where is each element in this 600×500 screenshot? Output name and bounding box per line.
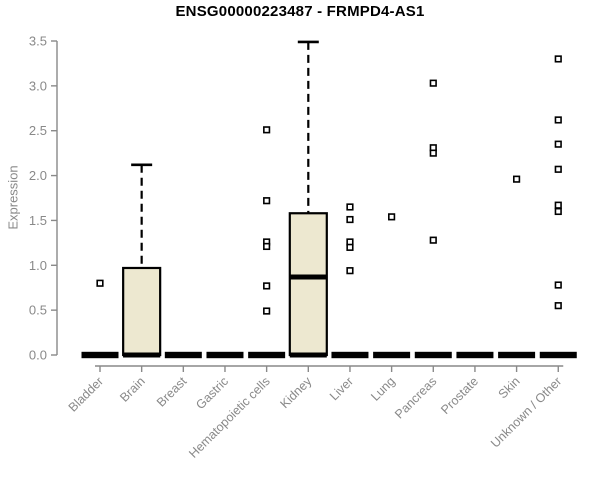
x-tick-label: Skin — [496, 374, 523, 401]
y-tick-label: 2.5 — [29, 123, 47, 138]
collapsed-box — [331, 351, 369, 359]
outlier-point — [554, 116, 562, 124]
outlier-point — [554, 302, 562, 310]
outlier-point — [429, 236, 437, 244]
outlier-point — [263, 307, 271, 315]
outlier-point — [96, 279, 104, 287]
outlier-point — [554, 140, 562, 148]
outlier-point — [429, 79, 437, 87]
y-tick-label: 3.0 — [29, 78, 47, 93]
y-tick-label: 0.5 — [29, 303, 47, 318]
box-kidney — [288, 212, 328, 357]
collapsed-box — [498, 351, 536, 359]
collapsed-box — [373, 351, 411, 359]
outlier-point — [554, 201, 562, 209]
outlier-point — [346, 215, 354, 224]
y-tick-label: 3.5 — [29, 34, 47, 49]
outlier-point — [429, 149, 437, 157]
y-tick-label: 0.0 — [29, 348, 47, 363]
collapsed-box — [456, 351, 494, 359]
outlier-point — [346, 267, 354, 275]
x-tick-label: Kidney — [277, 374, 314, 411]
collapsed-box — [206, 351, 244, 359]
x-tick-label: Lung — [368, 374, 398, 404]
outlier-point — [554, 281, 562, 289]
outlier-point — [388, 213, 396, 221]
outlier-point — [346, 203, 354, 211]
outlier-point — [346, 243, 354, 251]
collapsed-box — [81, 351, 119, 359]
collapsed-box — [164, 351, 202, 359]
y-tick-label: 1.5 — [29, 213, 47, 228]
y-tick-label: 2.0 — [29, 168, 47, 183]
x-tick-label: Gastric — [193, 374, 231, 412]
outlier-point — [263, 197, 271, 205]
box-brain — [122, 266, 162, 357]
outlier-point — [263, 126, 271, 134]
x-tick-label: Hematopoietic cells — [186, 374, 273, 461]
collapsed-box — [248, 351, 286, 359]
outlier-point — [554, 55, 562, 63]
x-tick-label: Unknown / Other — [488, 374, 564, 450]
outlier-point — [512, 175, 521, 183]
chart-title: ENSG00000223487 - FRMPD4-AS1 — [175, 3, 425, 20]
x-tick-label: Prostate — [438, 374, 481, 417]
outlier-point — [554, 165, 562, 173]
outlier-point — [263, 282, 271, 290]
outlier-point — [263, 242, 271, 251]
x-tick-label: Bladder — [66, 374, 106, 414]
x-tick-label: Liver — [327, 374, 356, 403]
collapsed-box — [414, 351, 452, 359]
collapsed-box — [539, 351, 577, 359]
x-tick-label: Pancreas — [392, 374, 439, 421]
y-tick-label: 1.0 — [29, 258, 47, 273]
x-tick-label: Breast — [154, 374, 190, 410]
x-tick-label: Brain — [117, 374, 148, 405]
y-axis-title: Expression — [5, 165, 21, 230]
outlier-point — [554, 207, 562, 216]
